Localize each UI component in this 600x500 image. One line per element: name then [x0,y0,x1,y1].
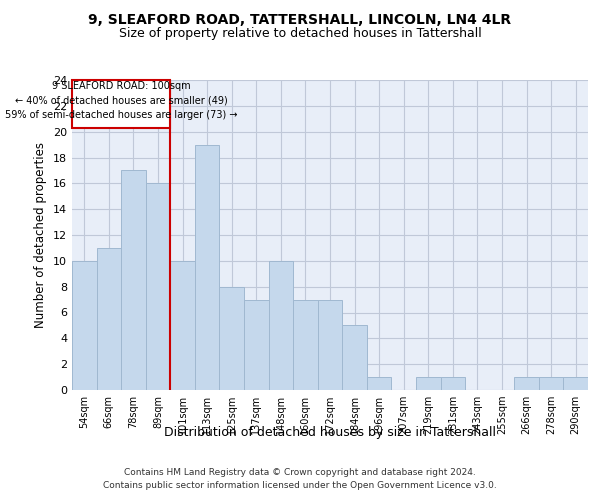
Text: Size of property relative to detached houses in Tattershall: Size of property relative to detached ho… [119,28,481,40]
Text: ← 40% of detached houses are smaller (49): ← 40% of detached houses are smaller (49… [15,96,227,106]
Bar [563,377,588,390]
Bar [514,377,539,390]
Bar [318,300,342,390]
Bar [244,300,269,390]
Bar [195,144,220,390]
Bar [440,377,465,390]
Bar [269,261,293,390]
Text: 9, SLEAFORD ROAD, TATTERSHALL, LINCOLN, LN4 4LR: 9, SLEAFORD ROAD, TATTERSHALL, LINCOLN, … [88,12,512,26]
Bar [342,326,367,390]
Bar [170,261,195,390]
Bar [146,184,170,390]
Bar [539,377,563,390]
Bar [367,377,391,390]
Bar [416,377,440,390]
Bar [293,300,318,390]
Bar [72,261,97,390]
Text: Contains public sector information licensed under the Open Government Licence v3: Contains public sector information licen… [103,480,497,490]
Text: 9 SLEAFORD ROAD: 100sqm: 9 SLEAFORD ROAD: 100sqm [52,82,190,92]
Text: 59% of semi-detached houses are larger (73) →: 59% of semi-detached houses are larger (… [5,110,238,120]
Bar [97,248,121,390]
FancyBboxPatch shape [72,80,170,128]
Bar [121,170,146,390]
Bar [220,286,244,390]
Text: Distribution of detached houses by size in Tattershall: Distribution of detached houses by size … [164,426,496,439]
Text: Contains HM Land Registry data © Crown copyright and database right 2024.: Contains HM Land Registry data © Crown c… [124,468,476,477]
Y-axis label: Number of detached properties: Number of detached properties [34,142,47,328]
